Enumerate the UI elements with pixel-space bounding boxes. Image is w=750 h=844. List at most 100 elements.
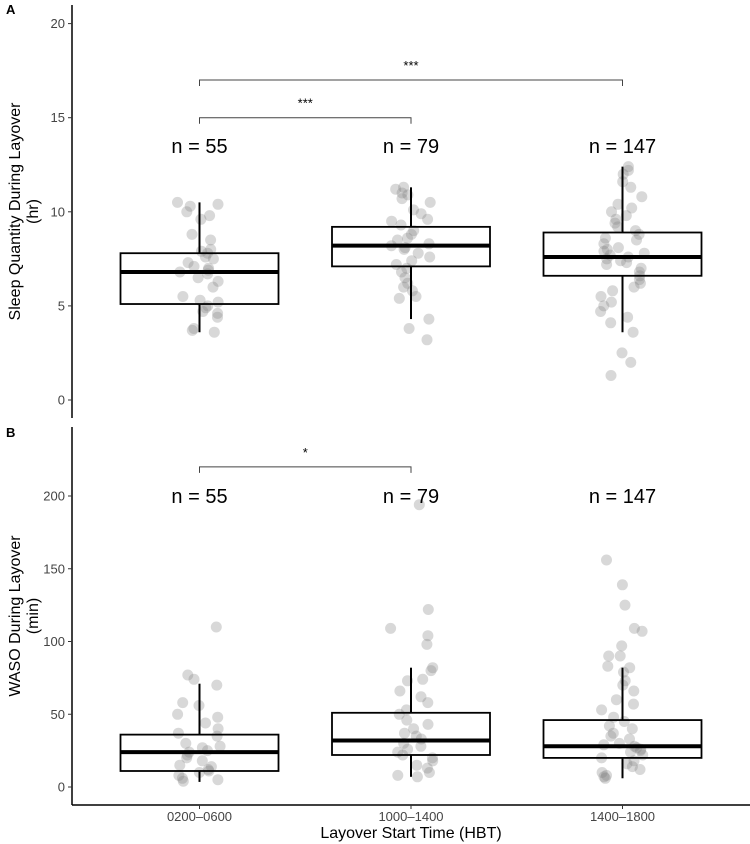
data-point — [186, 228, 198, 240]
data-point — [410, 291, 422, 302]
data-point — [635, 262, 647, 274]
data-point — [393, 292, 405, 304]
panel-b: B 0 50 100 150 200 WASO During Layover (min) 020… — [6, 425, 750, 842]
sample-size-label: n = 147 — [589, 136, 656, 158]
box-1 — [331, 667, 491, 777]
data-point — [625, 746, 636, 758]
sample-size-label: n = 55 — [171, 136, 227, 158]
data-point — [422, 718, 434, 730]
data-point — [205, 243, 217, 255]
data-point — [620, 210, 632, 222]
data-point — [408, 225, 420, 237]
box-iqr — [331, 711, 491, 756]
significance-label: *** — [403, 58, 418, 73]
panel-label: A — [6, 2, 16, 17]
data-point — [619, 599, 631, 611]
data-point — [411, 771, 423, 783]
data-point — [596, 704, 608, 716]
significance-label: * — [303, 445, 308, 460]
data-point — [621, 257, 633, 269]
data-point — [394, 685, 406, 697]
data-point — [614, 650, 626, 662]
data-point — [622, 161, 634, 173]
data-point — [612, 242, 624, 254]
data-point — [401, 714, 413, 726]
data-point — [212, 307, 224, 319]
data-point — [177, 291, 189, 302]
data-point — [628, 698, 639, 710]
data-point — [625, 181, 637, 193]
data-point — [188, 673, 200, 685]
data-point — [182, 669, 194, 681]
sample-size-label: n = 79 — [383, 136, 439, 158]
y-tick-label: 15 — [51, 110, 65, 125]
data-point — [603, 720, 615, 732]
data-point — [610, 213, 622, 225]
data-point — [427, 755, 439, 767]
box-2 — [542, 667, 703, 779]
data-point — [205, 234, 217, 246]
x-tick-label: 1000–1400 — [378, 809, 443, 824]
data-point — [413, 499, 425, 511]
y-tick-label: 50 — [51, 707, 65, 722]
y-axis-title: WASO During Layover — [7, 535, 24, 697]
data-point — [412, 247, 424, 259]
data-point — [395, 219, 407, 231]
data-point — [598, 245, 610, 257]
data-point — [180, 737, 192, 749]
data-point — [406, 285, 418, 297]
data-point — [200, 251, 211, 263]
data-point — [212, 711, 224, 723]
data-point — [393, 708, 405, 720]
data-point — [628, 281, 640, 293]
data-point — [177, 775, 189, 787]
data-point — [421, 762, 433, 774]
sample-size-label: n = 147 — [589, 486, 656, 508]
data-point — [423, 767, 435, 778]
panel-label: B — [6, 425, 15, 440]
data-point — [417, 673, 429, 685]
data-point — [399, 272, 411, 284]
y-axis-units: (min) — [25, 598, 42, 634]
data-point — [411, 759, 423, 771]
data-point — [595, 306, 607, 317]
data-point — [605, 730, 617, 742]
data-point — [194, 294, 206, 306]
data-point — [631, 234, 642, 246]
significance-label: *** — [298, 96, 313, 111]
sample-size-label: n = 79 — [383, 486, 439, 508]
data-point — [601, 554, 612, 566]
data-point — [415, 740, 427, 752]
data-point — [408, 723, 420, 735]
data-point — [403, 323, 415, 334]
data-point — [601, 769, 612, 781]
data-point — [633, 266, 645, 278]
data-point — [204, 210, 216, 222]
data-point — [184, 200, 196, 212]
data-point — [176, 772, 188, 784]
data-point — [181, 752, 193, 764]
data-point — [421, 638, 433, 650]
y-tick-label: 10 — [51, 204, 65, 219]
y-axis-title: Sleep Quantity During Layover — [7, 102, 24, 321]
data-point — [605, 370, 617, 381]
data-point — [616, 347, 628, 359]
x-axis-title: Layover Start Time (HBT) — [320, 825, 501, 842]
data-point — [609, 217, 621, 229]
data-point — [396, 266, 407, 278]
data-point — [402, 743, 414, 755]
data-point — [425, 665, 437, 677]
data-point — [636, 625, 648, 637]
data-point — [392, 234, 403, 246]
y-tick-label: 0 — [58, 393, 65, 408]
data-point — [634, 764, 646, 775]
data-point — [392, 769, 404, 781]
data-point — [596, 767, 608, 778]
data-point — [181, 206, 193, 218]
data-point — [212, 275, 224, 287]
data-point — [424, 196, 436, 208]
data-point — [628, 685, 640, 697]
data-point — [607, 285, 619, 297]
data-point — [174, 759, 186, 771]
data-point — [386, 215, 398, 227]
